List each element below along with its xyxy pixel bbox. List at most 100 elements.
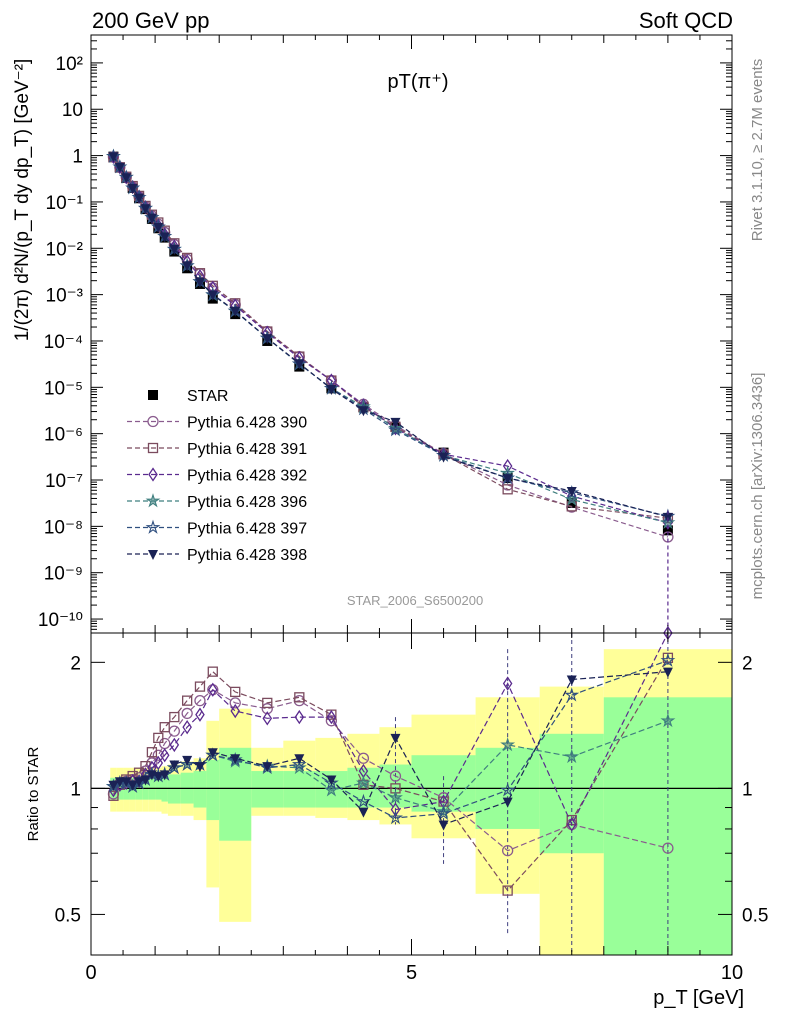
ratio-point	[194, 694, 206, 707]
ratio-point	[152, 749, 164, 761]
legend-label: STAR	[187, 388, 228, 405]
ratio-point	[230, 703, 241, 719]
legend: STAR Pythia 6.428 390 Pythia 6.428 391 Pyth…	[127, 388, 307, 564]
main-title: pT(π⁺)	[387, 71, 448, 93]
ratio-series-pythia-6-428-398	[108, 667, 673, 831]
ratio-point	[438, 820, 449, 831]
series-pythia-6-428-397	[105, 148, 676, 523]
ratio-point	[660, 712, 676, 728]
uncertainty-band-inner	[206, 759, 220, 821]
uncertainty-band-inner	[283, 771, 316, 808]
data-point	[207, 290, 218, 301]
x-tick-label: 10	[721, 962, 743, 984]
ratio-point	[326, 775, 337, 786]
ratio-y-tick-label: 0.5	[55, 905, 81, 926]
ratio-y-tick-label: 2	[742, 653, 753, 674]
legend-entry: Pythia 6.428 396	[127, 493, 307, 511]
ratio-point	[261, 703, 273, 715]
legend-marker	[147, 442, 159, 454]
ratio-point	[169, 737, 180, 753]
data-point	[326, 384, 337, 395]
data-point	[262, 334, 273, 345]
ratio-point	[501, 845, 514, 857]
ratio-point	[294, 692, 305, 703]
data-point	[294, 359, 305, 370]
data-point	[358, 406, 369, 417]
ratio-point	[207, 666, 218, 677]
ratio-y-axis-label: Ratio to STAR	[25, 746, 42, 841]
series-line	[112, 156, 668, 519]
data-point	[502, 474, 513, 485]
ratio-point	[140, 760, 151, 772]
ratio-point	[291, 756, 307, 771]
ratio-ticks: 0.5 0.5 1 1 2 2 0 5 10	[55, 633, 768, 984]
data-point	[230, 306, 241, 317]
legend-marker	[145, 519, 161, 534]
x-tick-label: 0	[85, 962, 96, 984]
data-point	[566, 486, 577, 497]
ratio-point	[436, 803, 451, 818]
ratio-point	[108, 780, 119, 791]
ratio-point	[208, 682, 218, 697]
uncertainty-band-inner	[251, 771, 284, 808]
legend-marker	[148, 550, 158, 560]
data-point	[159, 232, 170, 243]
data-point	[108, 152, 119, 163]
ratio-point	[230, 754, 241, 765]
ratio-point	[108, 790, 119, 801]
data-point	[194, 277, 205, 288]
y-tick-label: 10⁻⁸	[44, 517, 83, 538]
data-point	[662, 525, 673, 536]
data-point	[153, 222, 164, 233]
y-tick-label: 10⁻⁵	[44, 378, 83, 399]
uncertainty-band-inner	[193, 771, 207, 808]
ratio-point	[325, 715, 338, 727]
y-tick-label: 10⁻³	[46, 286, 84, 307]
ratio-point	[140, 775, 151, 786]
ratio-point	[390, 802, 401, 817]
ratio-point	[502, 885, 513, 896]
ratio-point	[159, 722, 170, 733]
ratio-point	[389, 770, 402, 782]
legend-marker	[147, 415, 159, 428]
legend-label: Pythia 6.428 392	[187, 468, 307, 485]
ratio-point	[195, 707, 205, 722]
ratio-point	[500, 737, 516, 752]
ratio-point	[566, 675, 577, 686]
ratio-point	[566, 817, 577, 832]
ratio-point	[179, 756, 195, 771]
ratio-point	[662, 842, 674, 854]
ratio-y-tick-label: 2	[70, 653, 81, 674]
ratio-point	[153, 732, 164, 744]
ratio-point	[159, 770, 170, 781]
ratio-point	[502, 676, 513, 691]
data-point	[114, 162, 125, 173]
data-point	[140, 204, 151, 215]
main-frame	[90, 34, 733, 634]
ratio-point	[181, 695, 193, 706]
ratio-point	[153, 772, 164, 783]
ratio-point	[294, 709, 305, 725]
ratio-y-tick-label: 0.5	[742, 905, 768, 926]
y-tick-label: 10⁻⁷	[45, 471, 83, 492]
ratio-point	[134, 777, 145, 788]
ratio-point	[146, 747, 158, 758]
main-y-ticks: 10⁻¹⁰ 10⁻⁹ 10⁻⁸ 10⁻⁷ 10⁻⁶ 10⁻⁵ 10⁻⁴ 10⁻³ 10⁻² 10⁻…	[38, 34, 733, 633]
ratio-point	[502, 797, 513, 808]
main-plot-area	[105, 148, 676, 633]
legend-entry: Pythia 6.428 392	[127, 467, 307, 485]
legend-label: Pythia 6.428 396	[187, 494, 307, 511]
x-axis-label: p_T [GeV]	[653, 987, 744, 1009]
ratio-point	[229, 697, 241, 709]
data-point	[134, 193, 145, 204]
ratio-point	[114, 777, 125, 788]
ratio-y-tick-label: 1	[70, 779, 81, 800]
ratio-point	[388, 810, 403, 825]
legend-label: Pythia 6.428 398	[187, 547, 307, 564]
main-y-axis-label: 1/(2π) d²N/(p_T dy dp_T) [GeV⁻²]	[12, 59, 33, 342]
header-left: 200 GeV pp	[92, 8, 209, 33]
ratio-point	[564, 687, 580, 702]
ratio-point	[326, 709, 337, 725]
data-point	[388, 422, 403, 437]
